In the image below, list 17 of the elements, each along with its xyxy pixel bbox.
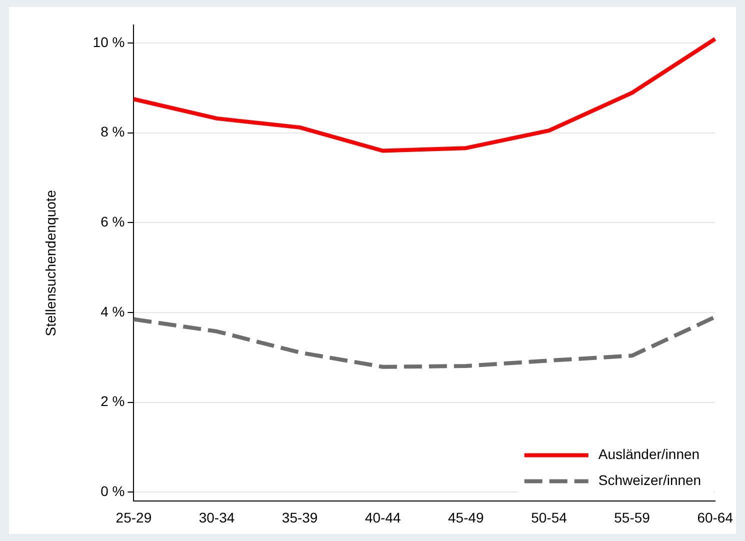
y-tick-label: 10 % (92, 34, 125, 50)
y-axis-title: Stellensuchendenquote (42, 190, 58, 336)
x-tick-label: 25-29 (116, 509, 152, 526)
y-tick-label: 6 % (100, 214, 125, 230)
legend-label: Schweizer/innen (598, 472, 702, 488)
x-tick-label: 30-34 (198, 509, 235, 526)
legend-label: Ausländer/innen (598, 446, 700, 462)
y-tick-label: 4 % (100, 303, 125, 320)
x-tick-label: 35-39 (282, 509, 318, 526)
x-tick-label: 60-64 (697, 509, 734, 526)
y-tick-label: 8 % (100, 124, 125, 140)
x-tick-label: 45-49 (448, 509, 484, 526)
y-tick-label: 0 % (100, 483, 125, 500)
x-tick-label: 55-59 (614, 509, 650, 526)
x-tick-label: 50-54 (531, 509, 568, 526)
y-tick-label: 2 % (100, 393, 125, 410)
x-tick-label: 40-44 (364, 509, 401, 526)
